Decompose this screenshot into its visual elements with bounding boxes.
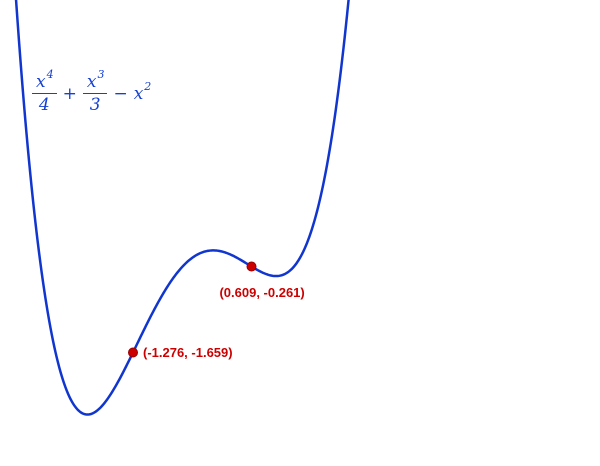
plus-operator: + <box>62 83 77 104</box>
point-coordinate-label: (0.609, -0.261) <box>219 285 305 301</box>
point-coordinate-label: (-1.276, -1.659) <box>142 344 233 360</box>
marked-point[interactable] <box>246 261 257 272</box>
x-squared-term: x2 <box>133 79 152 104</box>
function-curve <box>14 0 350 416</box>
minus-operator: − <box>113 83 128 104</box>
fraction-numerator: x4 <box>32 69 57 94</box>
fraction-numerator: x3 <box>82 69 108 94</box>
marked-point[interactable] <box>128 347 138 358</box>
fraction-denominator: 4 <box>38 95 50 115</box>
fraction-denominator: 3 <box>89 95 101 115</box>
fraction-x4-over-4: x4 4 <box>32 69 57 115</box>
fraction-x3-over-3: x3 3 <box>82 69 108 115</box>
function-formula-label: x4 4 + x3 3 − x2 <box>32 69 152 115</box>
